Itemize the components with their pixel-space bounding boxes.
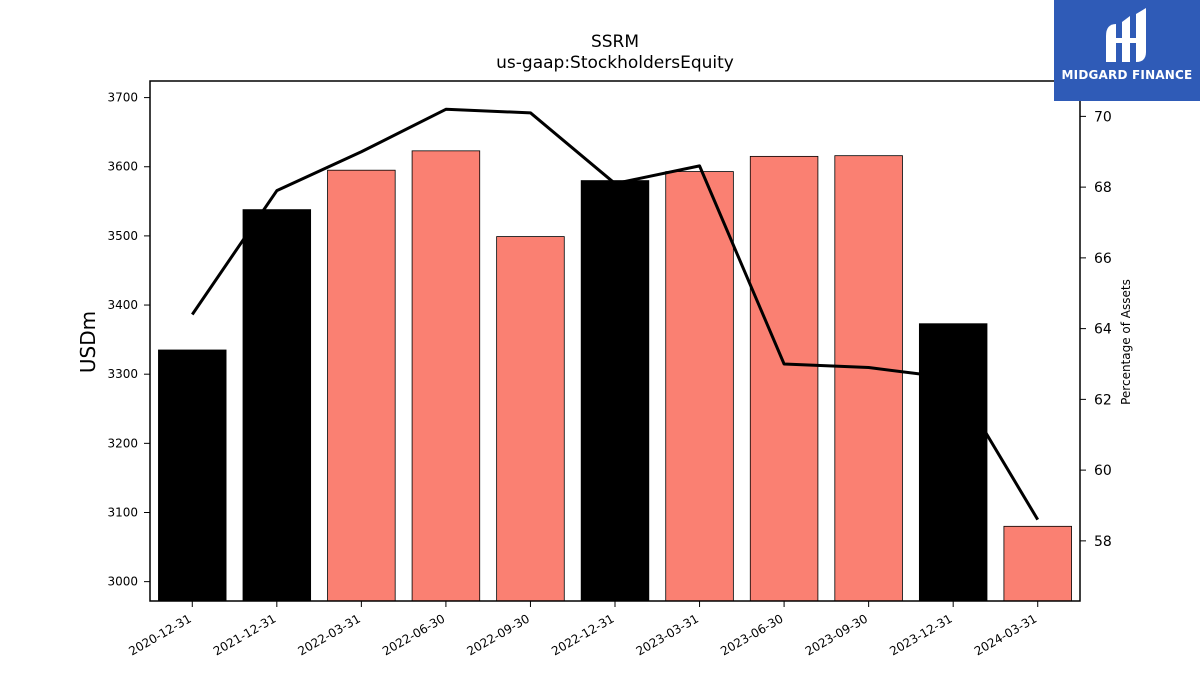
x-tick-label: 2022-09-30: [465, 611, 532, 658]
line-group: [191, 107, 1040, 521]
x-tick-label: 2023-09-30: [803, 611, 870, 658]
y-tick-label: 3400: [107, 298, 138, 312]
x-tick-label: 2023-06-30: [718, 611, 785, 658]
x-tick-label: 2022-12-31: [549, 611, 616, 658]
y2-tick-label: 68: [1094, 180, 1112, 196]
y2-tick-label: 62: [1094, 392, 1112, 408]
bar: [1003, 525, 1072, 602]
bar: [496, 236, 565, 602]
y-axis-label: USDm: [76, 311, 100, 373]
bar: [918, 323, 988, 602]
y-tick-label: 3100: [107, 505, 138, 519]
x-tick-label: 2022-03-31: [295, 611, 362, 658]
y2-axis-label: Percentage of Assets: [1119, 279, 1133, 405]
x-tick-label: 2020-12-31: [126, 611, 193, 658]
y2-tick-label: 60: [1094, 463, 1112, 479]
y-tick-label: 3200: [107, 436, 138, 450]
y-tick-label: 3600: [107, 160, 138, 174]
y-tick-label: 3500: [107, 229, 138, 243]
bars-group: [158, 150, 1072, 602]
bar: [411, 150, 481, 602]
brand-logo: MIDGARD FINANCE: [1054, 0, 1200, 101]
percentage-line: [191, 107, 1040, 521]
y2-tick-label: 70: [1094, 109, 1112, 125]
chart-subtitle: us-gaap:StockholdersEquity: [496, 53, 734, 73]
bar: [665, 171, 734, 602]
logo-mark-icon: [1106, 8, 1146, 62]
bar: [834, 155, 903, 602]
chart-title: SSRM: [590, 32, 640, 52]
y2-tick-label: 64: [1094, 322, 1112, 338]
bar: [158, 349, 227, 602]
bar: [327, 169, 396, 602]
x-tick-label: 2022-06-30: [380, 611, 447, 658]
x-tick-label: 2023-03-31: [634, 611, 701, 658]
x-tick-label: 2021-12-31: [211, 611, 278, 658]
x-tick-label: 2024-03-31: [972, 611, 1039, 658]
y-tick-label: 3700: [107, 91, 138, 105]
y-tick-label: 3000: [107, 575, 138, 589]
x-tick-label: 2023-12-31: [887, 611, 954, 658]
y2-tick-label: 66: [1094, 251, 1112, 267]
bar: [580, 180, 650, 602]
y2-tick-label: 58: [1094, 534, 1112, 550]
logo-text: MIDGARD FINANCE: [1061, 68, 1193, 82]
bar: [242, 209, 312, 602]
bar: [749, 155, 819, 602]
y-tick-label: 3300: [107, 367, 138, 381]
